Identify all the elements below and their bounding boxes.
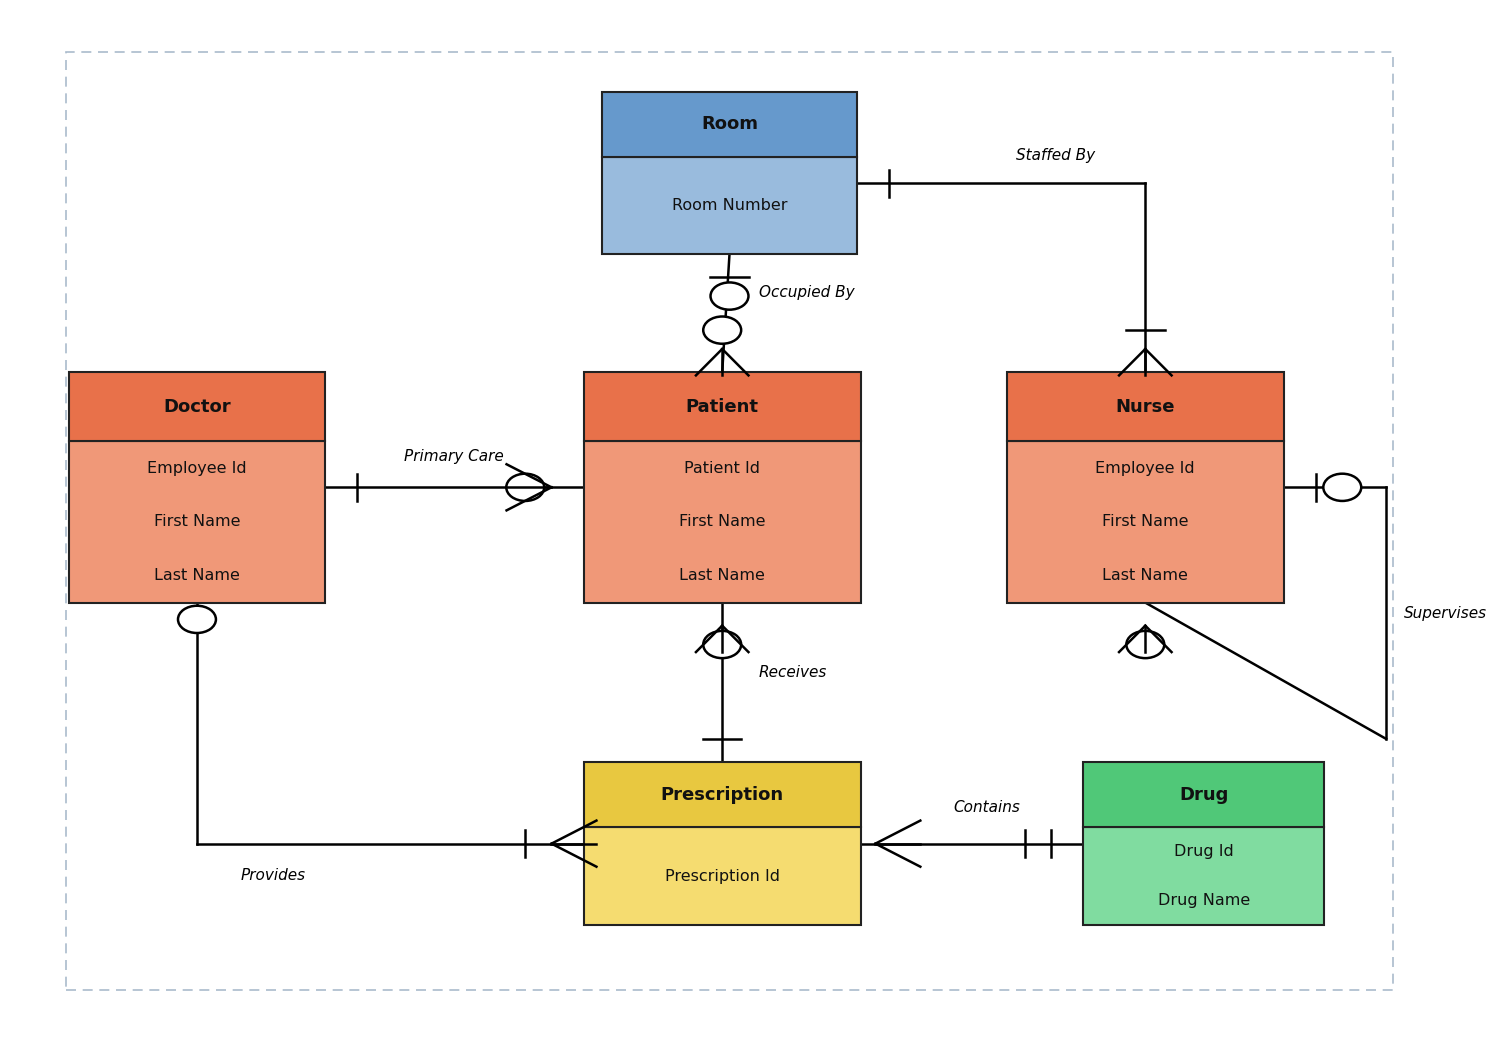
Bar bbox=[584, 828, 861, 925]
Text: Nurse: Nurse bbox=[1116, 397, 1174, 416]
Text: First Name: First Name bbox=[679, 515, 765, 529]
Text: Room Number: Room Number bbox=[671, 198, 788, 213]
Circle shape bbox=[178, 606, 216, 633]
Bar bbox=[69, 441, 325, 603]
Text: Staffed By: Staffed By bbox=[1016, 149, 1095, 163]
Bar bbox=[602, 92, 857, 157]
Bar bbox=[602, 157, 857, 255]
Bar bbox=[584, 441, 861, 603]
Text: Supervises: Supervises bbox=[1404, 606, 1486, 620]
Text: Drug: Drug bbox=[1179, 786, 1228, 804]
Circle shape bbox=[703, 631, 742, 658]
Bar bbox=[1083, 828, 1324, 925]
Text: Primary Care: Primary Care bbox=[404, 450, 503, 464]
Circle shape bbox=[506, 474, 544, 501]
Text: Receives: Receives bbox=[758, 664, 827, 679]
Text: Provides: Provides bbox=[241, 868, 306, 882]
Text: Occupied By: Occupied By bbox=[758, 285, 854, 300]
Text: Patient: Patient bbox=[686, 397, 758, 416]
Text: First Name: First Name bbox=[1103, 515, 1188, 529]
Text: Prescription: Prescription bbox=[661, 786, 783, 804]
Text: Last Name: Last Name bbox=[154, 568, 240, 583]
Text: Patient Id: Patient Id bbox=[685, 461, 759, 476]
Bar bbox=[69, 372, 325, 441]
Bar bbox=[1007, 441, 1284, 603]
Circle shape bbox=[1126, 631, 1164, 658]
Text: Last Name: Last Name bbox=[1103, 568, 1188, 583]
Bar bbox=[584, 372, 861, 441]
Bar bbox=[66, 52, 1393, 990]
Text: Employee Id: Employee Id bbox=[1095, 461, 1195, 476]
Text: Doctor: Doctor bbox=[163, 397, 231, 416]
Text: Prescription Id: Prescription Id bbox=[665, 869, 779, 883]
Circle shape bbox=[703, 316, 742, 344]
Text: Employee Id: Employee Id bbox=[147, 461, 247, 476]
Bar bbox=[1083, 763, 1324, 828]
Text: Room: Room bbox=[701, 115, 758, 133]
Bar bbox=[584, 763, 861, 828]
Text: Drug Name: Drug Name bbox=[1158, 893, 1249, 908]
Circle shape bbox=[1323, 474, 1362, 501]
Circle shape bbox=[710, 283, 749, 310]
Text: Contains: Contains bbox=[953, 801, 1020, 815]
Bar bbox=[1007, 372, 1284, 441]
Text: First Name: First Name bbox=[154, 515, 240, 529]
Text: Last Name: Last Name bbox=[679, 568, 765, 583]
Text: Drug Id: Drug Id bbox=[1174, 845, 1233, 859]
